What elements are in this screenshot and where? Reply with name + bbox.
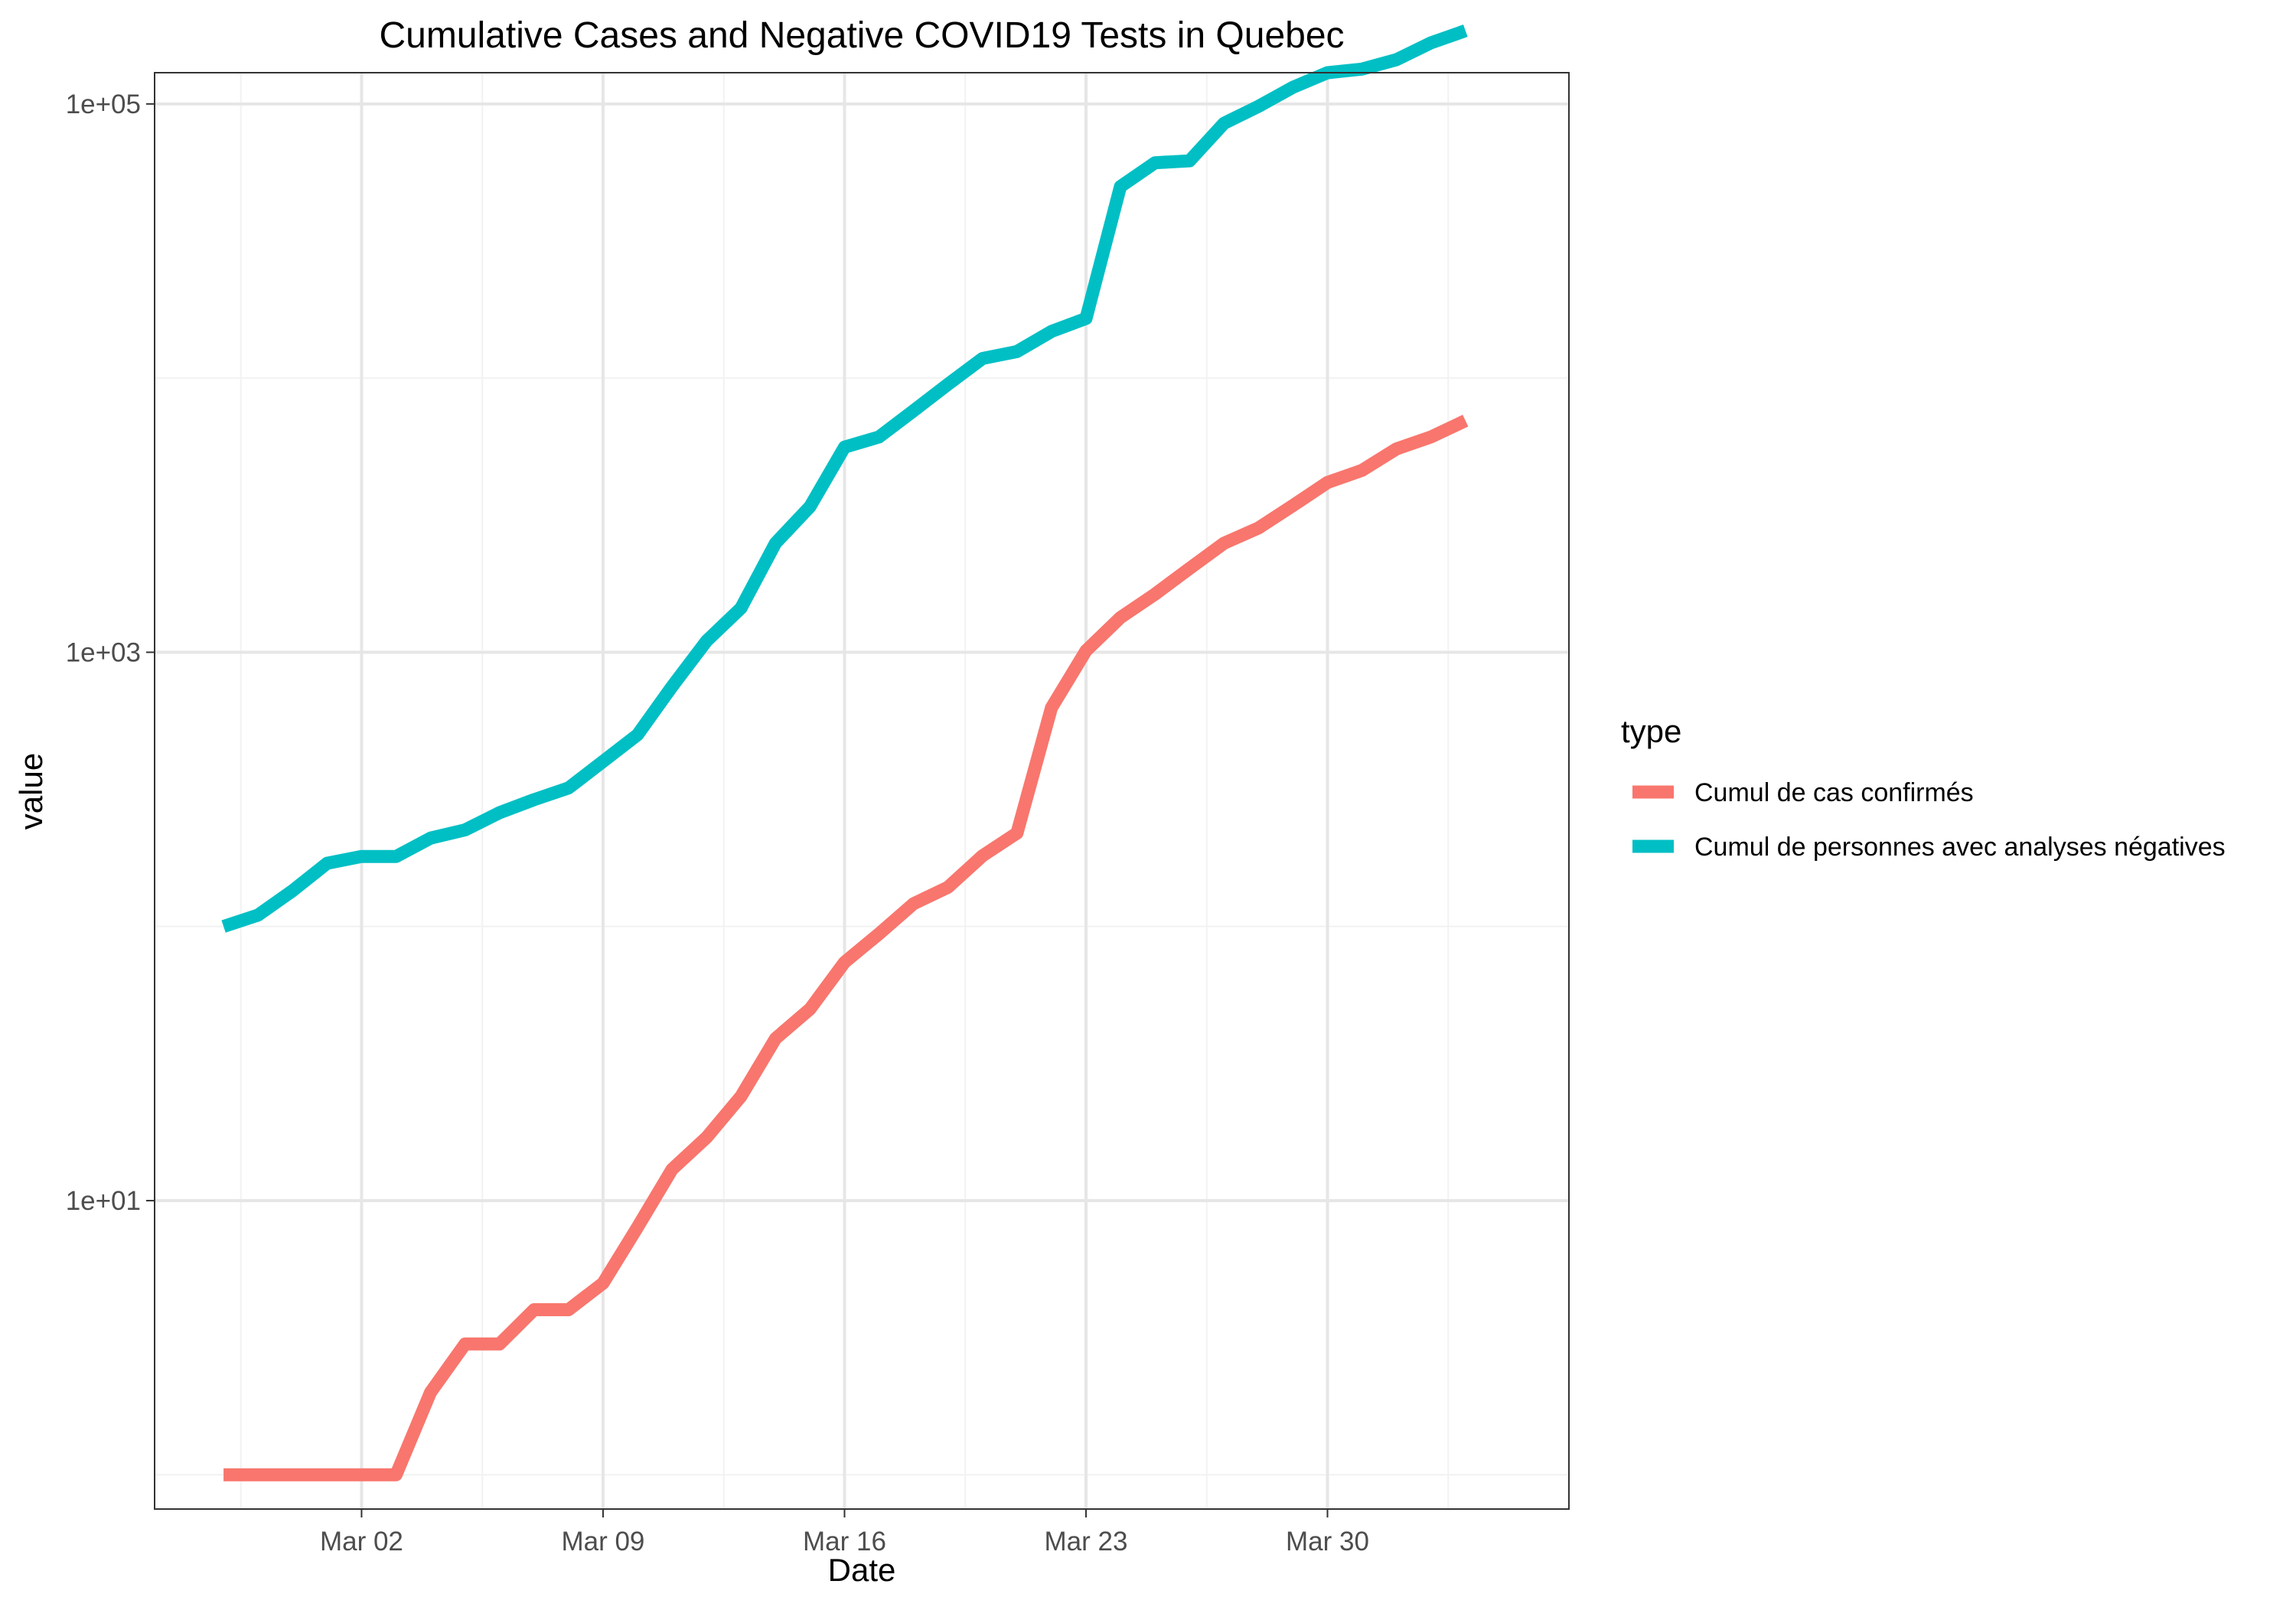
x-tick-label: Mar 02 bbox=[320, 1527, 403, 1556]
minor-gridlines bbox=[155, 73, 1569, 1509]
x-axis: Mar 02 Mar 09 Mar 16 Mar 23 Mar 30 bbox=[320, 1509, 1369, 1556]
legend-label-negative-tests: Cumul de personnes avec analyses négativ… bbox=[1694, 833, 2226, 862]
series-line-confirmed-cases bbox=[223, 415, 1469, 1482]
y-tick-label: 1e+01 bbox=[66, 1186, 141, 1216]
legend: type Cumul de cas confirmés Cumul de per… bbox=[1621, 713, 2226, 862]
x-axis-title: Date bbox=[828, 1552, 896, 1588]
x-tick-label: Mar 09 bbox=[561, 1527, 644, 1556]
chart-title: Cumulative Cases and Negative COVID19 Te… bbox=[379, 15, 1344, 56]
legend-title: type bbox=[1621, 713, 1681, 749]
y-tick-label: 1e+05 bbox=[66, 90, 141, 119]
plot-panel bbox=[154, 72, 1570, 1510]
x-tick-label: Mar 16 bbox=[803, 1527, 886, 1556]
y-tick-label: 1e+03 bbox=[66, 637, 141, 667]
major-gridlines bbox=[155, 73, 1569, 1509]
y-axis-title: value bbox=[13, 753, 49, 830]
x-tick-label: Mar 30 bbox=[1286, 1527, 1369, 1556]
y-axis: 1e+01 1e+03 1e+05 bbox=[66, 90, 155, 1216]
series-line-negative-tests bbox=[221, 24, 1468, 933]
series-layer bbox=[221, 24, 1469, 1482]
x-tick-label: Mar 23 bbox=[1045, 1527, 1128, 1556]
legend-label-cases: Cumul de cas confirmés bbox=[1694, 778, 1974, 807]
